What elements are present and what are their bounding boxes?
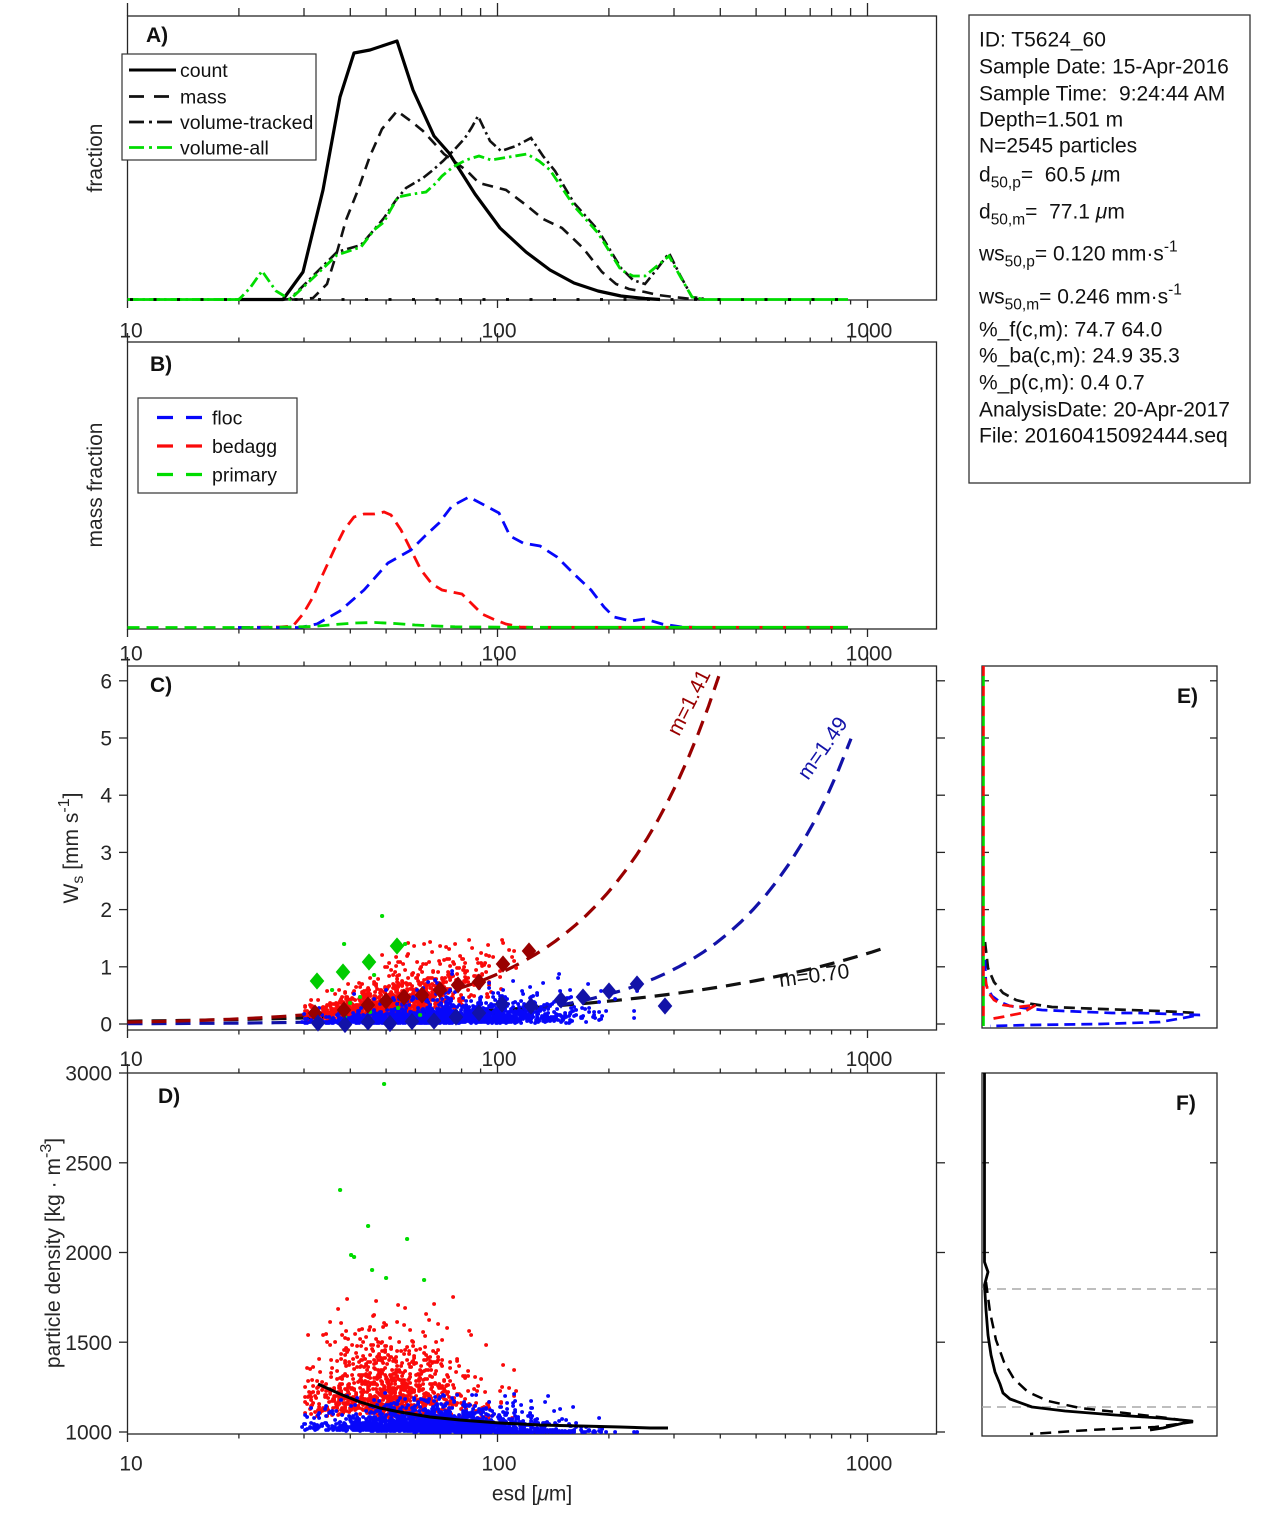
svg-text:1000: 1000 <box>846 643 893 666</box>
svg-text:2: 2 <box>100 899 112 922</box>
svg-text:m=1.41: m=1.41 <box>663 666 716 739</box>
svg-text:0: 0 <box>100 1014 112 1037</box>
svg-text:mass fraction: mass fraction <box>84 423 107 548</box>
svg-text:volume-all: volume-all <box>180 138 269 160</box>
svg-text:10: 10 <box>119 643 142 666</box>
svg-text:3000: 3000 <box>65 1063 112 1086</box>
svg-text:4: 4 <box>100 785 112 808</box>
svg-text:A): A) <box>146 24 168 47</box>
svg-text:F): F) <box>1176 1092 1196 1115</box>
svg-text:Depth=1.501 m: Depth=1.501 m <box>979 109 1123 132</box>
svg-text:E): E) <box>1177 685 1198 708</box>
svg-text:File: 20160415092444.seq: File: 20160415092444.seq <box>979 425 1228 448</box>
svg-text:fraction: fraction <box>84 124 107 193</box>
svg-text:C): C) <box>150 674 172 697</box>
svg-text:2000: 2000 <box>65 1242 112 1265</box>
svg-text:Sample Time: 9:24:44 AM: Sample Time: 9:24:44 AM <box>979 83 1225 106</box>
svg-text:Ws [mm s-1]: Ws [mm s-1] <box>56 793 87 904</box>
svg-text:volume-tracked: volume-tracked <box>180 112 313 134</box>
svg-text:100: 100 <box>481 1453 516 1476</box>
svg-text:B): B) <box>150 353 172 376</box>
svg-text:100: 100 <box>481 320 516 343</box>
svg-text:3: 3 <box>100 842 112 865</box>
svg-text:mass: mass <box>180 87 227 109</box>
svg-text:100: 100 <box>481 643 516 666</box>
svg-text:100: 100 <box>481 1048 516 1071</box>
svg-text:ID: T5624_60: ID: T5624_60 <box>979 29 1106 52</box>
svg-text:%_ba(c,m): 24.9 35.3: %_ba(c,m): 24.9 35.3 <box>979 345 1180 368</box>
svg-text:floc: floc <box>212 408 243 430</box>
svg-text:2500: 2500 <box>65 1152 112 1175</box>
svg-text:1500: 1500 <box>65 1332 112 1355</box>
svg-text:%_p(c,m): 0.4 0.7: %_p(c,m): 0.4 0.7 <box>979 372 1145 395</box>
svg-text:particle density [kg · m-3]: particle density [kg · m-3] <box>38 1138 65 1368</box>
svg-text:6: 6 <box>100 670 112 693</box>
svg-text:primary: primary <box>212 465 277 487</box>
svg-text:1000: 1000 <box>846 1453 893 1476</box>
svg-text:N=2545 particles: N=2545 particles <box>979 135 1137 158</box>
svg-text:1000: 1000 <box>846 320 893 343</box>
svg-text:m=0.70: m=0.70 <box>778 960 851 992</box>
svg-text:AnalysisDate: 20-Apr-2017: AnalysisDate: 20-Apr-2017 <box>979 399 1230 422</box>
svg-text:count: count <box>180 60 228 82</box>
svg-text:10: 10 <box>119 320 142 343</box>
svg-text:bedagg: bedagg <box>212 436 277 458</box>
svg-text:1: 1 <box>100 956 112 979</box>
svg-text:m=1.49: m=1.49 <box>793 713 852 784</box>
svg-text:1000: 1000 <box>65 1422 112 1445</box>
svg-text:Sample Date: 15-Apr-2016: Sample Date: 15-Apr-2016 <box>979 56 1229 79</box>
svg-text:10: 10 <box>119 1453 142 1476</box>
svg-text:5: 5 <box>100 728 112 751</box>
svg-text:D): D) <box>158 1085 180 1108</box>
svg-text:%_f(c,m): 74.7 64.0: %_f(c,m): 74.7 64.0 <box>979 319 1162 342</box>
svg-text:esd [μm]: esd [μm] <box>492 1483 572 1506</box>
svg-text:10: 10 <box>119 1048 142 1071</box>
svg-text:1000: 1000 <box>846 1048 893 1071</box>
